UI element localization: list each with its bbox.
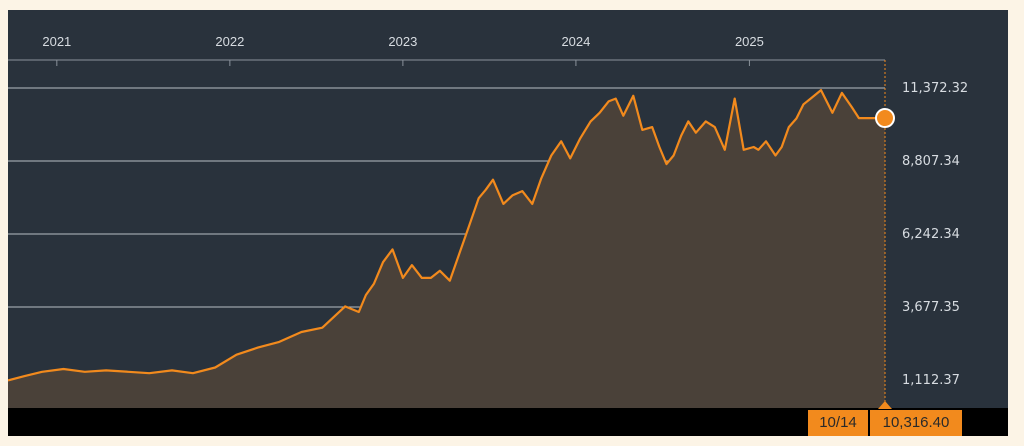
y-tick-label: 11,372.32 [902, 81, 968, 96]
y-axis-labels: 11,372.32 8,807.34 6,242.34 3,677.35 1,112.3… [902, 81, 968, 388]
price-line [8, 89, 885, 382]
x-tick-label: 2022 [215, 34, 244, 49]
y-tick-label: 3,677.35 [902, 300, 960, 315]
x-tick-label: 2021 [42, 34, 71, 49]
y-tick-label: 1,112.37 [902, 373, 960, 388]
x-tick-label: 2024 [561, 34, 590, 49]
badge-arrow [878, 401, 892, 409]
y-tick-label: 8,807.34 [902, 154, 960, 169]
x-axis-ticks: 2021 2022 2023 2024 2025 [42, 34, 764, 66]
last-point-marker[interactable] [875, 108, 895, 129]
chart-panel: 2021 2022 2023 2024 2025 11,372.32 8,807.34 6,… [8, 10, 1008, 436]
price-chart: 2021 2022 2023 2024 2025 11,372.32 8,807.34 6,… [8, 10, 1008, 436]
date-badge: 10/14 [808, 410, 868, 436]
x-axis-band [8, 10, 1008, 60]
y-tick-label: 6,242.34 [902, 227, 960, 242]
area-fill [8, 90, 885, 408]
value-badge: 10,316.40 [870, 410, 962, 436]
x-tick-label: 2023 [388, 34, 417, 49]
x-tick-label: 2025 [735, 34, 764, 49]
